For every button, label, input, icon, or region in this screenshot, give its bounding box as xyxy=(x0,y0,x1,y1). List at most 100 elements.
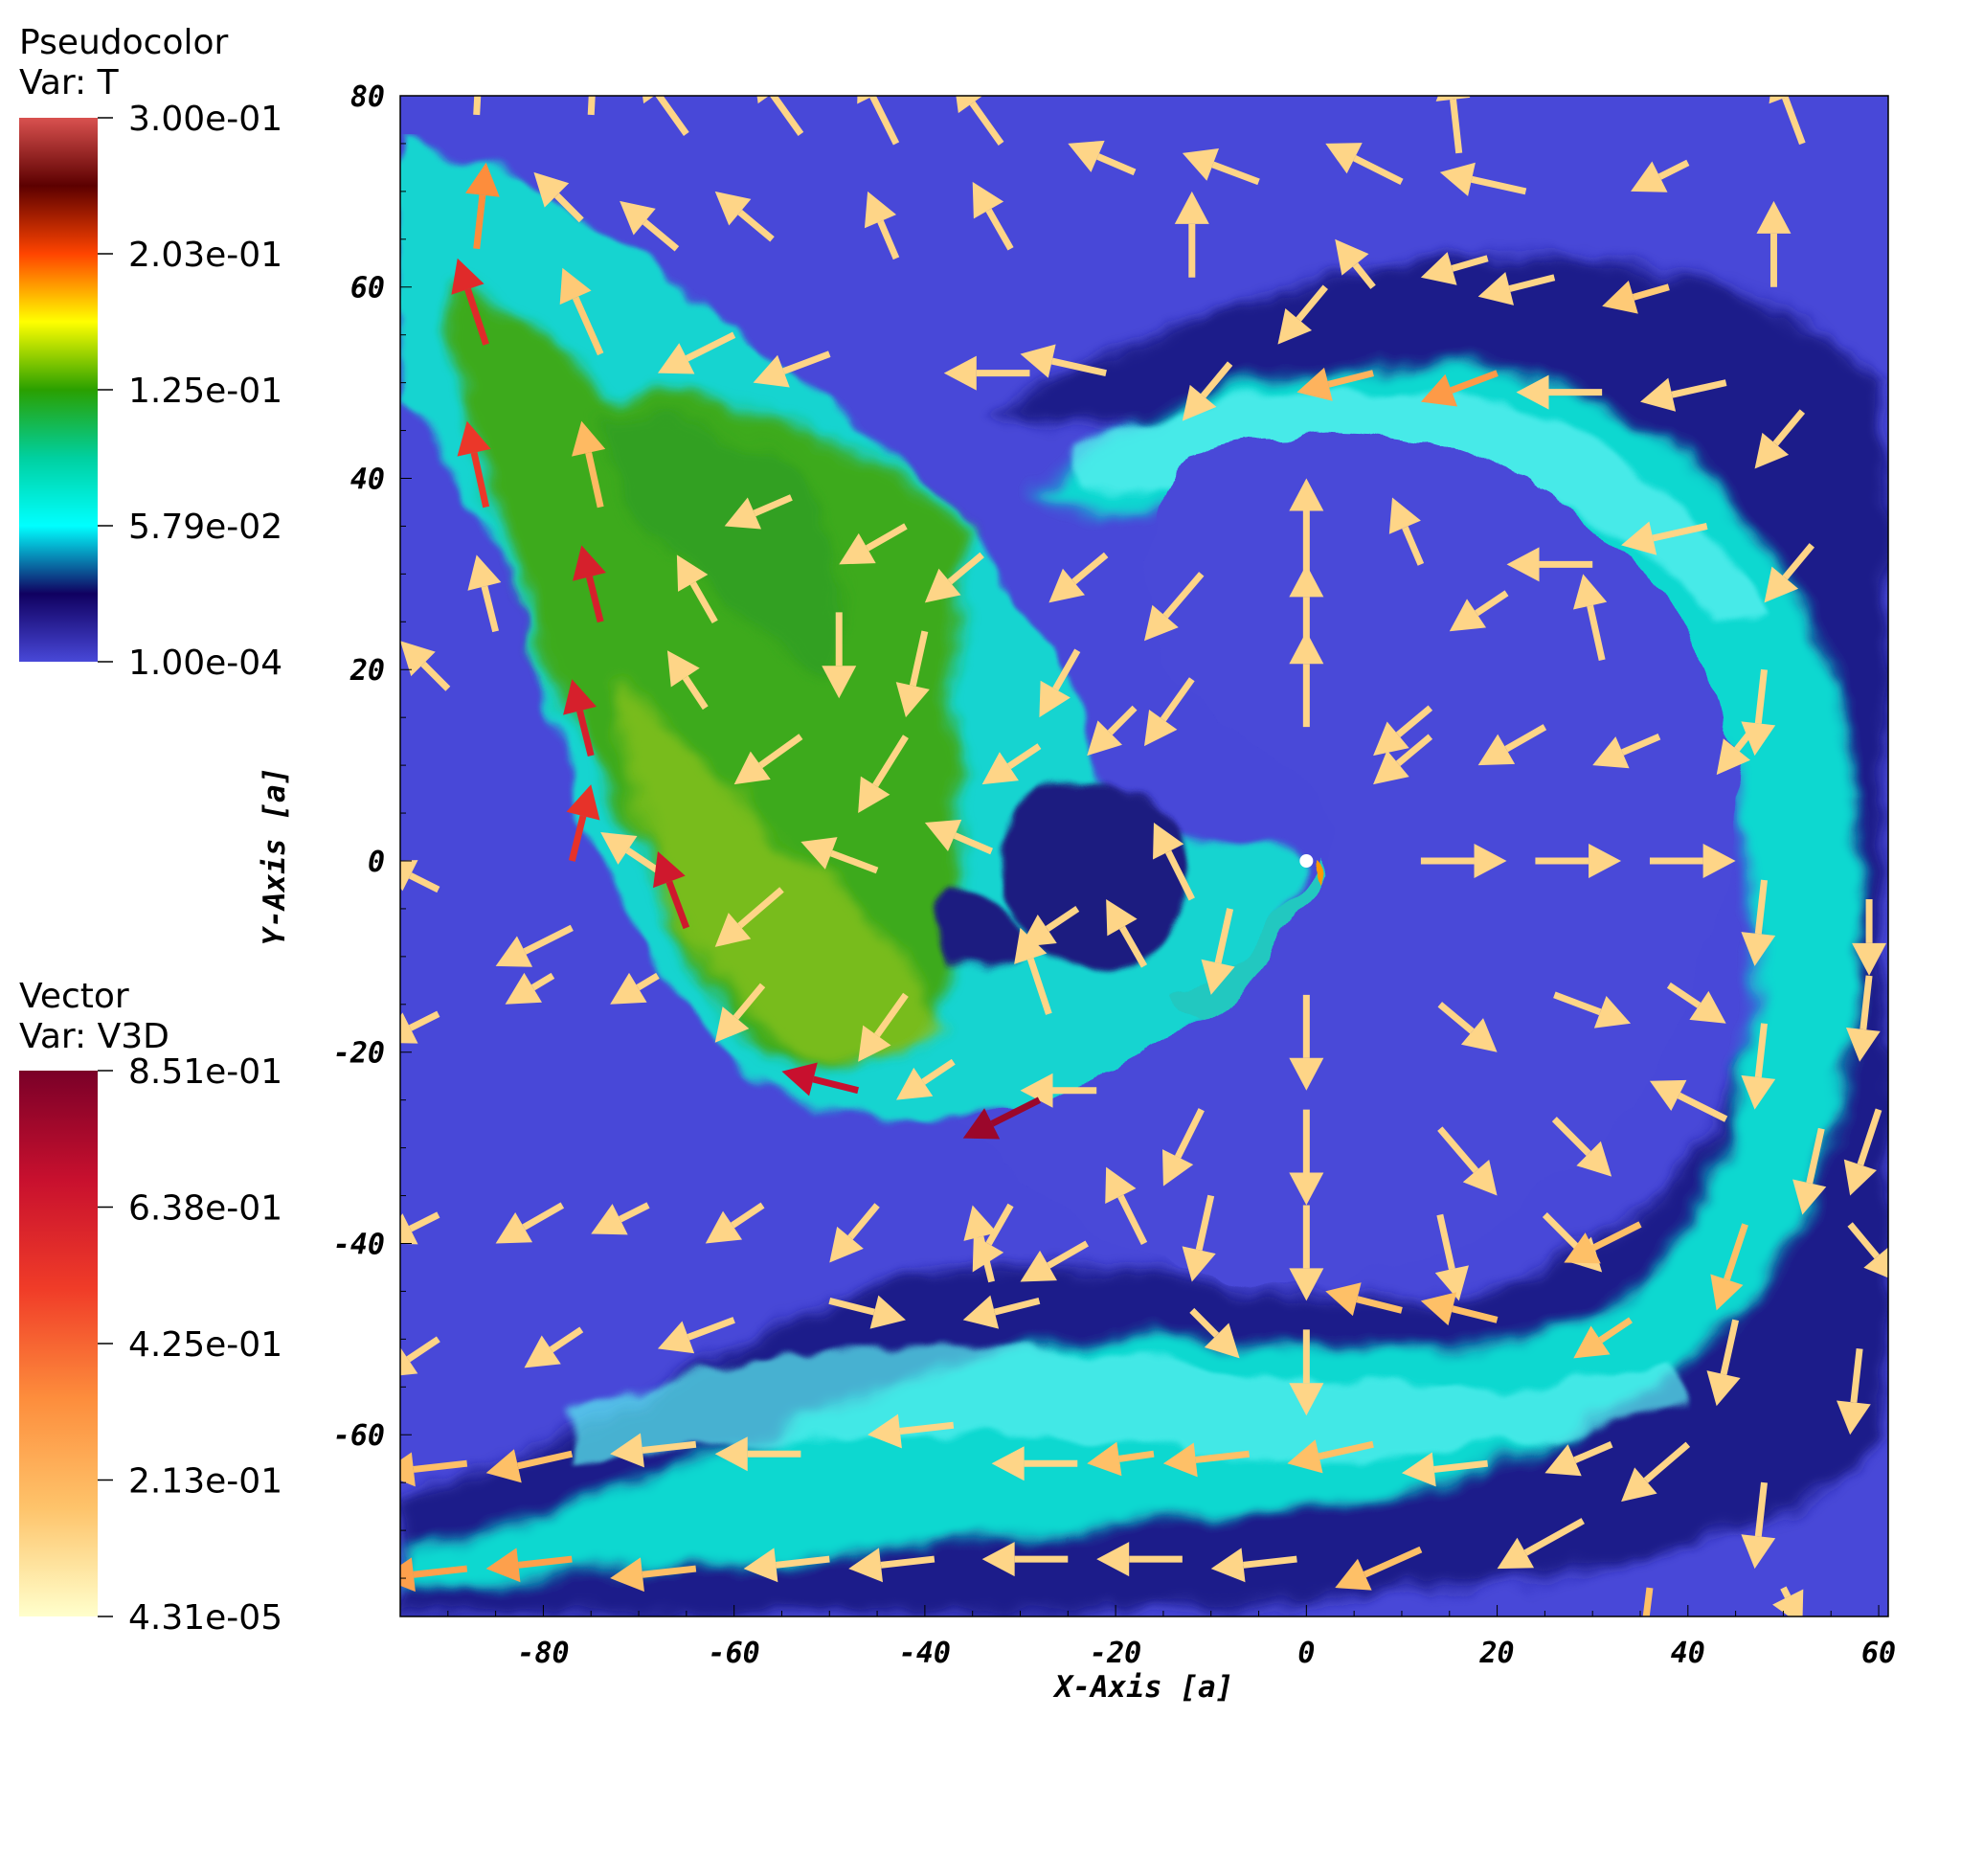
pseudocolor-tick-label: 3.00e-01 xyxy=(128,100,282,139)
vector-legend: Vector Var: V3D 8.51e-01 6.38e-01 4.25e-01… xyxy=(19,977,282,1638)
pseudocolor-legend-var: Var: T xyxy=(19,63,120,102)
y-tick-label: 0 xyxy=(368,846,385,879)
velocity-arrow xyxy=(1843,1108,1882,1196)
velocity-arrow xyxy=(1014,927,1052,1015)
velocity-arrow xyxy=(1087,705,1138,757)
velocity-arrow xyxy=(666,650,709,711)
velocity-arrow xyxy=(1182,148,1260,186)
velocity-arrow xyxy=(610,1433,697,1468)
velocity-arrow xyxy=(653,851,690,930)
velocity-arrow xyxy=(1497,1518,1585,1570)
velocity-arrow xyxy=(1434,1213,1469,1301)
pseudocolor-tick-label: 5.79e-02 xyxy=(128,508,282,547)
velocity-arrow xyxy=(1182,361,1233,421)
velocity-arrow xyxy=(1296,367,1374,401)
velocity-arrow xyxy=(1706,1319,1741,1407)
velocity-arrow xyxy=(1325,1282,1403,1317)
velocity-arrow xyxy=(1020,344,1107,378)
velocity-arrow xyxy=(1544,1441,1613,1477)
velocity-arrow xyxy=(705,1202,765,1244)
x-tick-label: -80 xyxy=(517,1637,569,1670)
velocity-arrow xyxy=(1649,1079,1728,1122)
velocity-arrow xyxy=(457,420,491,509)
x-tick-label: 40 xyxy=(1671,1637,1705,1670)
velocity-arrow xyxy=(467,554,502,633)
velocity-arrow xyxy=(1649,843,1736,878)
velocity-arrow xyxy=(1144,677,1195,747)
velocity-arrow xyxy=(981,743,1042,785)
vector-legend-title: Vector xyxy=(19,977,129,1016)
x-tick-label: 0 xyxy=(1297,1637,1315,1670)
velocity-arrow xyxy=(1621,1441,1691,1503)
y-tick-label: -20 xyxy=(333,1037,385,1071)
velocity-arrow xyxy=(1640,377,1727,412)
velocity-arrow xyxy=(1631,159,1690,192)
velocity-arrow xyxy=(1847,1222,1888,1278)
velocity-arrow xyxy=(1477,272,1556,305)
velocity-arrow xyxy=(1573,574,1608,662)
velocity-arrow xyxy=(1289,631,1324,728)
velocity-arrow xyxy=(465,162,500,250)
velocity-arrow xyxy=(1420,370,1499,407)
velocity-arrow xyxy=(1335,1546,1423,1591)
plot-frame xyxy=(399,95,1889,1617)
velocity-arrow xyxy=(857,96,900,146)
velocity-arrow xyxy=(1189,1307,1240,1359)
y-tick-label: -40 xyxy=(333,1228,385,1261)
velocity-arrow xyxy=(573,545,606,623)
x-axis-title: X-Axis [a] xyxy=(1052,1670,1234,1705)
velocity-arrow xyxy=(1182,1194,1216,1282)
velocity-arrow xyxy=(1756,200,1792,287)
velocity-arrow xyxy=(1772,1586,1804,1616)
velocity-arrow xyxy=(1769,96,1806,146)
velocity-arrow xyxy=(1105,1166,1148,1246)
vector-tick-label: 4.25e-01 xyxy=(128,1325,282,1365)
velocity-arrow xyxy=(1621,521,1708,555)
velocity-arrow xyxy=(676,554,718,624)
velocity-arrow xyxy=(1439,162,1527,196)
velocity-arrow xyxy=(864,191,900,260)
velocity-arrow xyxy=(1020,1240,1089,1282)
velocity-arrow xyxy=(1602,281,1670,314)
velocity-arrow xyxy=(1289,1109,1324,1206)
velocity-arrow xyxy=(1325,143,1404,186)
pseudocolor-field xyxy=(400,96,1888,1616)
center-marker xyxy=(1299,853,1314,868)
velocity-arrow xyxy=(1373,734,1433,785)
velocity-arrow xyxy=(1666,982,1726,1024)
velocity-arrow xyxy=(620,200,680,252)
velocity-arrow xyxy=(1551,1117,1612,1177)
velocity-arrow xyxy=(1535,843,1622,878)
velocity-arrow xyxy=(657,331,736,374)
y-axis-title: Y-Axis [a] xyxy=(258,767,292,946)
velocity-arrow xyxy=(781,1062,860,1096)
velocity-arrow xyxy=(400,1010,440,1044)
velocity-arrow xyxy=(1437,1002,1498,1052)
x-axis: -80 -60 -40 -20 0 20 40 60 xyxy=(447,1605,1896,1670)
velocity-arrow xyxy=(1837,1347,1871,1435)
pseudocolor-tick-label: 2.03e-01 xyxy=(128,236,282,275)
velocity-arrow xyxy=(1754,409,1806,469)
pseudocolor-legend-title: Pseudocolor xyxy=(19,23,229,62)
velocity-arrow xyxy=(1174,191,1209,278)
velocity-arrow xyxy=(1388,497,1425,566)
y-tick-label: 40 xyxy=(350,463,385,496)
velocity-arrow xyxy=(1437,1126,1498,1196)
velocity-arrow xyxy=(1210,1548,1297,1583)
x-tick-label: -20 xyxy=(1090,1637,1141,1670)
velocity-arrow xyxy=(1287,1439,1374,1474)
velocity-arrow xyxy=(1048,552,1109,603)
velocity-arrow xyxy=(1573,1317,1633,1359)
velocity-arrow xyxy=(610,972,660,1005)
x-tick-label: -40 xyxy=(899,1637,951,1670)
velocity-arrow xyxy=(924,552,984,603)
velocity-arrow xyxy=(1564,1221,1642,1264)
y-tick-label: 20 xyxy=(349,654,385,688)
velocity-arrow xyxy=(828,1295,906,1329)
velocity-arrow xyxy=(858,992,909,1062)
x-tick-label: 60 xyxy=(1861,1637,1896,1670)
pseudocolor-tick-label: 1.25e-01 xyxy=(128,372,282,411)
velocity-arrow xyxy=(1039,648,1081,718)
velocity-arrow xyxy=(924,819,993,855)
vector-tick-label: 6.38e-01 xyxy=(128,1189,282,1229)
